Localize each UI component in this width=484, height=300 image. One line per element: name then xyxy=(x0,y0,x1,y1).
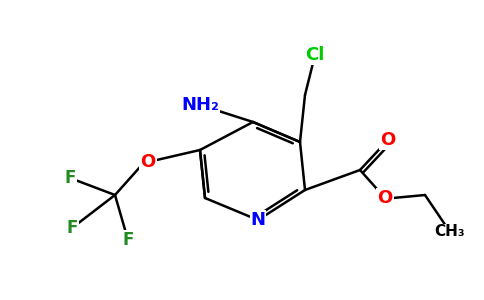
Text: F: F xyxy=(122,231,134,249)
Text: O: O xyxy=(378,189,393,207)
Text: O: O xyxy=(380,131,395,149)
Text: O: O xyxy=(140,153,156,171)
Text: F: F xyxy=(66,219,78,237)
Text: Cl: Cl xyxy=(305,46,325,64)
Text: NH₂: NH₂ xyxy=(181,96,219,114)
Text: N: N xyxy=(251,211,266,229)
Text: CH₃: CH₃ xyxy=(435,224,465,239)
Text: F: F xyxy=(64,169,76,187)
